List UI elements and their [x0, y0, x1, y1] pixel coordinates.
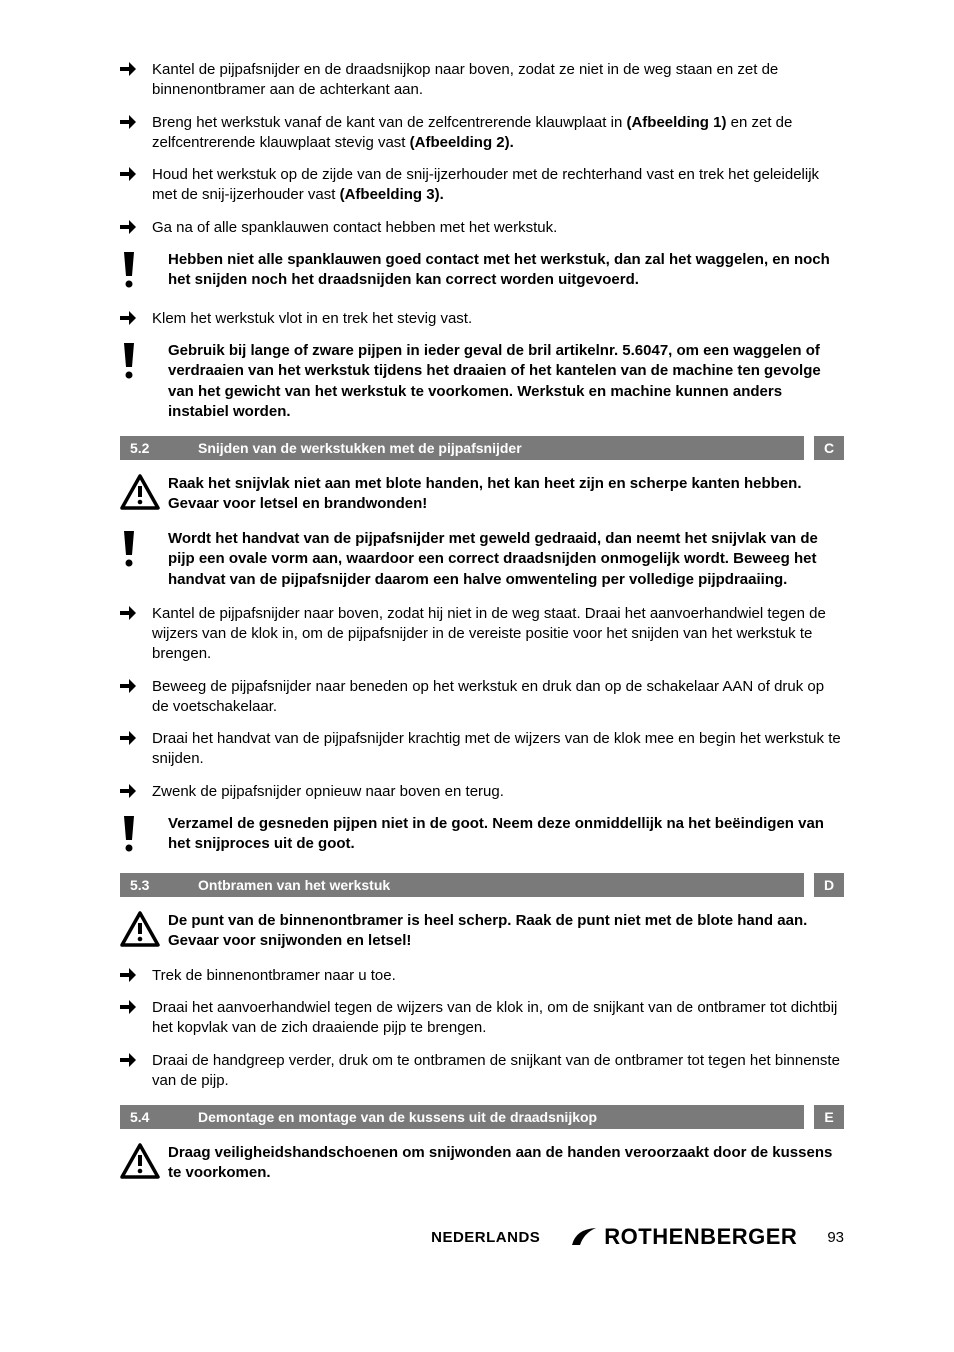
warning-triangle-icon [120, 1143, 160, 1184]
warning-text: Draag veiligheidshandschoenen om snijwon… [168, 1143, 844, 1184]
bullet-item: Kantel de pijpafsnijder naar boven, zoda… [120, 604, 844, 665]
arrow-right-icon [120, 220, 144, 234]
arrow-right-icon [120, 1053, 144, 1067]
warning-note: Gebruik bij lange of zware pijpen in ied… [120, 341, 844, 422]
bullet-text: Draai het aanvoerhandwiel tegen de wijze… [152, 998, 844, 1039]
warning-text: Wordt het handvat van de pijpafsnijder m… [168, 529, 844, 590]
exclamation-icon [120, 529, 160, 574]
page-number: 93 [827, 1229, 844, 1246]
bullet-item: Ga na of alle spanklauwen contact hebben… [120, 218, 844, 238]
arrow-right-icon [120, 968, 144, 982]
section-title: Demontage en montage van de kussens uit … [188, 1105, 804, 1129]
warning-text: Verzamel de gesneden pijpen niet in de g… [168, 814, 844, 855]
bullet-text: Draai het handvat van de pijpafsnijder k… [152, 729, 844, 770]
bullet-text: Ga na of alle spanklauwen contact hebben… [152, 218, 844, 238]
arrow-right-icon [120, 606, 144, 620]
bullet-item: Draai het handvat van de pijpafsnijder k… [120, 729, 844, 770]
bullet-text: Houd het werkstuk op de zijde van de sni… [152, 165, 844, 206]
brand-swoosh-icon [570, 1225, 598, 1249]
exclamation-icon [120, 250, 160, 295]
bullet-item: Draai het aanvoerhandwiel tegen de wijze… [120, 998, 844, 1039]
section-ref: C [814, 436, 844, 460]
warning-text: De punt van de binnenontbramer is heel s… [168, 911, 844, 952]
bullet-item: Draai de handgreep verder, druk om te on… [120, 1051, 844, 1092]
warning-triangle: Draag veiligheidshandschoenen om snijwon… [120, 1143, 844, 1184]
arrow-right-icon [120, 62, 144, 76]
arrow-right-icon [120, 167, 144, 181]
warning-text: Hebben niet alle spanklauwen goed contac… [168, 250, 844, 291]
warning-triangle: De punt van de binnenontbramer is heel s… [120, 911, 844, 952]
brand-name: ROTHENBERGER [604, 1224, 797, 1250]
arrow-right-icon [120, 1000, 144, 1014]
bullet-item: Breng het werkstuk vanaf de kant van de … [120, 113, 844, 154]
arrow-right-icon [120, 311, 144, 325]
header-gap [804, 873, 814, 897]
section-header: 5.2 Snijden van de werkstukken met de pi… [120, 436, 844, 460]
warning-triangle: Raak het snijvlak niet aan met blote han… [120, 474, 844, 515]
bullet-text: Kantel de pijpafsnijder en de draadsnijk… [152, 60, 844, 101]
warning-text: Raak het snijvlak niet aan met blote han… [168, 474, 844, 515]
exclamation-icon [120, 341, 160, 386]
bullet-text: Zwenk de pijpafsnijder opnieuw naar bove… [152, 782, 844, 802]
bullet-text: Beweeg de pijpafsnijder naar beneden op … [152, 677, 844, 718]
section-ref: E [814, 1105, 844, 1129]
section-number: 5.3 [120, 873, 188, 897]
warning-note: Verzamel de gesneden pijpen niet in de g… [120, 814, 844, 859]
bullet-text: Kantel de pijpafsnijder naar boven, zoda… [152, 604, 844, 665]
section-ref: D [814, 873, 844, 897]
header-gap [804, 1105, 814, 1129]
warning-note: Hebben niet alle spanklauwen goed contac… [120, 250, 844, 295]
bullet-item: Trek de binnenontbramer naar u toe. [120, 966, 844, 986]
section-title: Snijden van de werkstukken met de pijpaf… [188, 436, 804, 460]
bullet-text: Breng het werkstuk vanaf de kant van de … [152, 113, 844, 154]
brand-logo: ROTHENBERGER [570, 1224, 797, 1250]
bullet-text: Draai de handgreep verder, druk om te on… [152, 1051, 844, 1092]
footer-language: NEDERLANDS [431, 1229, 540, 1246]
bullet-item: Klem het werkstuk vlot in en trek het st… [120, 309, 844, 329]
header-gap [804, 436, 814, 460]
arrow-right-icon [120, 784, 144, 798]
bullet-text: Trek de binnenontbramer naar u toe. [152, 966, 844, 986]
arrow-right-icon [120, 115, 144, 129]
section-title: Ontbramen van het werkstuk [188, 873, 804, 897]
warning-text: Gebruik bij lange of zware pijpen in ied… [168, 341, 844, 422]
arrow-right-icon [120, 679, 144, 693]
section-number: 5.2 [120, 436, 188, 460]
warning-triangle-icon [120, 911, 160, 952]
section-number: 5.4 [120, 1105, 188, 1129]
bullet-item: Zwenk de pijpafsnijder opnieuw naar bove… [120, 782, 844, 802]
bullet-item: Beweeg de pijpafsnijder naar beneden op … [120, 677, 844, 718]
arrow-right-icon [120, 731, 144, 745]
warning-triangle-icon [120, 474, 160, 515]
bullet-item: Houd het werkstuk op de zijde van de sni… [120, 165, 844, 206]
exclamation-icon [120, 814, 160, 859]
page-footer: NEDERLANDS ROTHENBERGER 93 [120, 1224, 844, 1250]
document-page: Kantel de pijpafsnijder en de draadsnijk… [0, 0, 954, 1290]
section-header: 5.4 Demontage en montage van de kussens … [120, 1105, 844, 1129]
section-header: 5.3 Ontbramen van het werkstuk D [120, 873, 844, 897]
bullet-item: Kantel de pijpafsnijder en de draadsnijk… [120, 60, 844, 101]
warning-note: Wordt het handvat van de pijpafsnijder m… [120, 529, 844, 590]
bullet-text: Klem het werkstuk vlot in en trek het st… [152, 309, 844, 329]
